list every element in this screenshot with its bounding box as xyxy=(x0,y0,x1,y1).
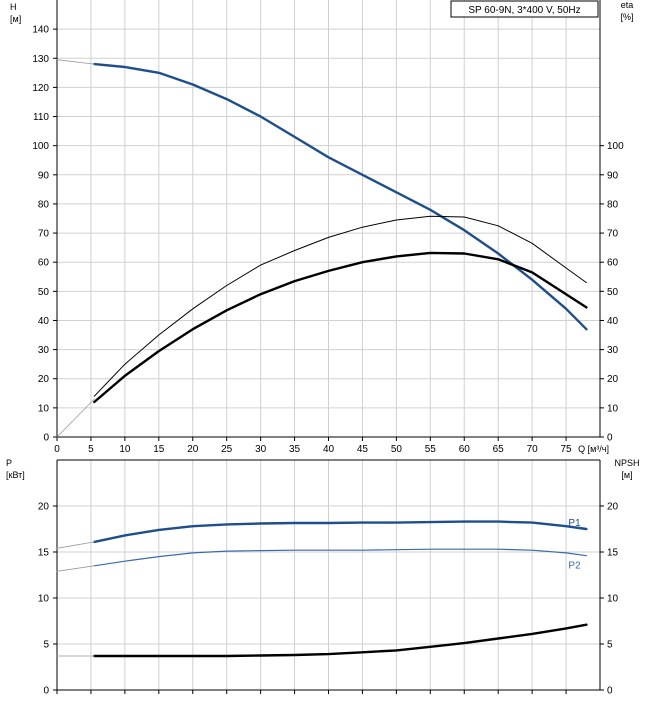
top-xtick-label-10: 10 xyxy=(119,444,131,455)
bottom-y2tick-label-15: 15 xyxy=(607,548,619,559)
top-xtick-label-30: 30 xyxy=(255,444,267,455)
top-y2-axis-label-1: eta xyxy=(621,0,634,10)
bottom-y2-axis-label-1: NPSH xyxy=(614,458,639,468)
top-ytick-label-40: 40 xyxy=(38,316,50,327)
bottom-ytick-label-20: 20 xyxy=(38,502,50,513)
top-y2tick-label-90: 90 xyxy=(607,170,619,181)
top-y2tick-label-100: 100 xyxy=(607,141,624,152)
bottom-y-axis-label-1: P xyxy=(6,458,12,468)
top-xtick-label-50: 50 xyxy=(391,444,403,455)
bottom-series-p1-line xyxy=(93,520,588,544)
top-xtick-label-20: 20 xyxy=(187,444,199,455)
bottom-y-axis-label-2: [кВт] xyxy=(6,470,25,480)
bottom-y2tick-label-20: 20 xyxy=(607,502,619,513)
top-xtick-label-70: 70 xyxy=(527,444,539,455)
top-xtick-label-5: 5 xyxy=(88,444,94,455)
top-xtick-label-40: 40 xyxy=(323,444,335,455)
bottom-series-5-line xyxy=(56,565,95,572)
top-xtick-label-25: 25 xyxy=(221,444,233,455)
bottom-ytick-label-10: 10 xyxy=(38,594,50,605)
top-ytick-label-130: 130 xyxy=(32,54,49,65)
bottom-series-3-line xyxy=(93,623,588,658)
top-y-axis-label-2: [м] xyxy=(10,14,21,24)
top-y2tick-label-0: 0 xyxy=(607,433,613,444)
bottom-curves: P1 P2 xyxy=(56,518,588,658)
top-ytick-label-90: 90 xyxy=(38,170,50,181)
head-efficiency-chart: 0102030405060708090100110120130140010203… xyxy=(10,0,634,455)
top-ytick-label-100: 100 xyxy=(32,141,49,152)
bottom-ytick-label-15: 15 xyxy=(38,548,50,559)
top-series-5-line xyxy=(56,398,95,438)
top-series-3-line xyxy=(93,251,588,404)
bottom-series-4-line xyxy=(56,541,95,549)
top-y2tick-label-70: 70 xyxy=(607,229,619,240)
top-y2-axis-label-2: [%] xyxy=(620,12,633,22)
bottom-y2tick-label-5: 5 xyxy=(607,640,613,651)
top-series-1-line xyxy=(93,62,588,331)
bottom-series-p2-line xyxy=(93,548,588,567)
top-ytick-label-120: 120 xyxy=(32,83,49,94)
top-ytick-label-60: 60 xyxy=(38,258,50,269)
top-xtick-label-60: 60 xyxy=(459,444,471,455)
top-ytick-label-30: 30 xyxy=(38,345,50,356)
top-y2tick-label-10: 10 xyxy=(607,403,619,414)
top-y2tick-label-50: 50 xyxy=(607,287,619,298)
top-x-axis-label: Q [м³/ч] xyxy=(578,444,609,454)
bottom-series-label-p1: P1 xyxy=(568,518,581,529)
bottom-y2tick-label-10: 10 xyxy=(607,594,619,605)
top-ytick-label-10: 10 xyxy=(38,403,50,414)
top-ytick-label-80: 80 xyxy=(38,199,50,210)
bottom-ytick-label-5: 5 xyxy=(43,640,49,651)
power-npsh-chart: 0 5 10 15 20 0 5 10 15 20 P [кВт] NPSH [м] P1 P2 xyxy=(6,458,640,697)
top-curves xyxy=(56,59,588,438)
top-xtick-label-35: 35 xyxy=(289,444,301,455)
top-xtick-label-0: 0 xyxy=(54,444,60,455)
top-series-4-line xyxy=(56,59,95,65)
top-ytick-label-20: 20 xyxy=(38,374,50,385)
bottom-ytick-label-0: 0 xyxy=(43,686,49,697)
top-y2tick-label-20: 20 xyxy=(607,374,619,385)
bottom-series-label-p2: P2 xyxy=(568,561,581,572)
bottom-y2tick-label-0: 0 xyxy=(607,686,613,697)
top-xtick-label-45: 45 xyxy=(357,444,369,455)
top-xtick-label-15: 15 xyxy=(153,444,165,455)
top-title-box xyxy=(450,0,599,18)
top-y-axis-label-1: H xyxy=(10,2,17,12)
top-ytick-label-50: 50 xyxy=(38,287,50,298)
top-chart-title: SP 60-9N, 3*400 V, 50Hz xyxy=(468,5,580,16)
top-ytick-label-110: 110 xyxy=(33,112,49,123)
top-y2tick-label-60: 60 xyxy=(607,258,619,269)
top-grid xyxy=(56,0,600,438)
top-y2tick-label-30: 30 xyxy=(607,345,619,356)
top-series-2-line xyxy=(93,215,587,397)
top-ytick-label-70: 70 xyxy=(38,229,50,240)
top-xtick-label-55: 55 xyxy=(425,444,437,455)
top-xtick-label-75: 75 xyxy=(561,444,573,455)
bottom-y2-axis-label-2: [м] xyxy=(621,470,632,480)
top-y2tick-label-40: 40 xyxy=(607,316,619,327)
top-ytick-label-140: 140 xyxy=(32,25,49,36)
top-xtick-label-65: 65 xyxy=(493,444,505,455)
top-ytick-label-0: 0 xyxy=(43,433,49,444)
top-y2tick-label-80: 80 xyxy=(607,199,619,210)
